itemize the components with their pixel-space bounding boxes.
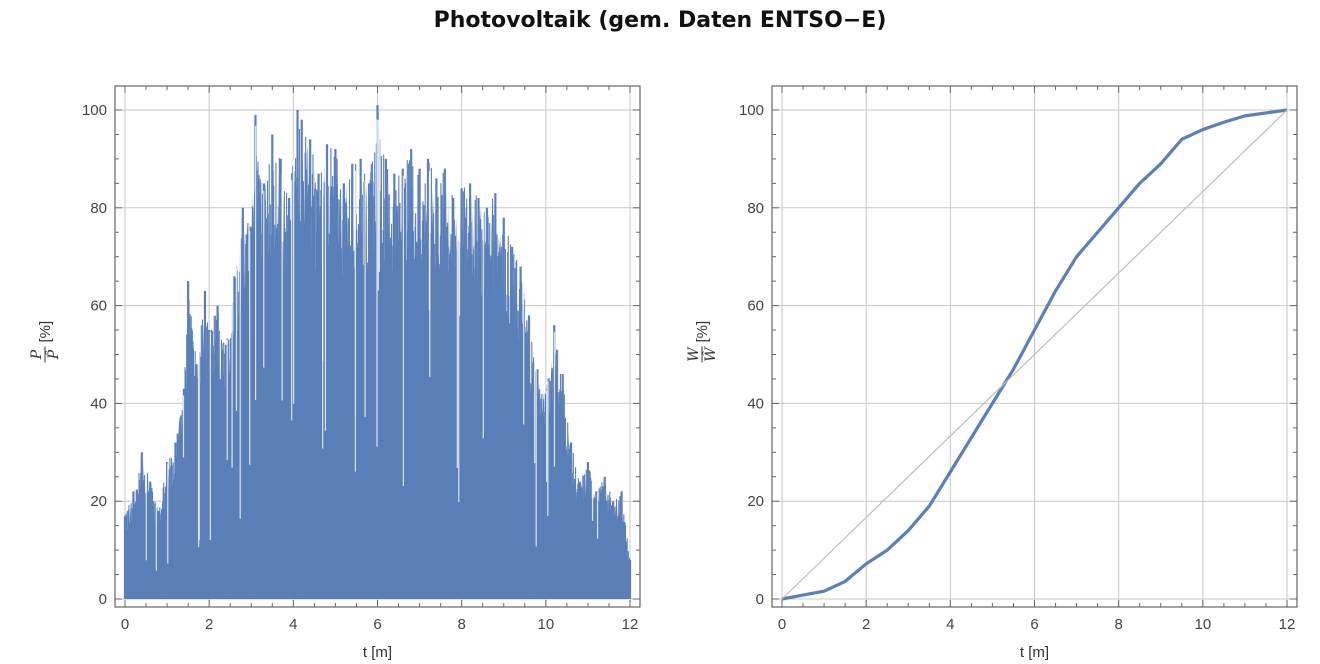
y-tick-label: 20 [90,493,107,510]
x-tick-label: 12 [622,616,639,633]
x-tick-label: 0 [121,616,129,633]
y-tick-label: 100 [739,102,764,119]
y-tick-label: 80 [747,200,764,217]
figure-title: Photovoltaik (gem. Daten ENTSO−E) [433,8,887,33]
x-axis-label: t [m] [363,644,392,661]
reference-diagonal-line [781,109,1288,600]
y-tick-label: 20 [747,493,764,510]
y-tick-label: 100 [82,102,107,119]
x-tick-label: 2 [205,616,213,633]
y-tick-label: 60 [90,298,107,315]
x-tick-label: 6 [373,616,381,633]
x-tick-label: 0 [778,616,786,633]
y-tick-label: 0 [99,591,107,608]
x-tick-label: 10 [537,616,554,633]
y-axis-label-unit: [%] [37,321,54,343]
x-tick-label: 4 [946,616,954,633]
y-axis-label-denominator: Ŵ [701,346,719,362]
x-tick-label: 8 [1114,616,1122,633]
y-axis-label-numerator: P [29,349,45,360]
x-tick-label: 6 [1030,616,1038,633]
x-axis-label: t [m] [1020,644,1049,661]
x-tick-label: 10 [1194,616,1211,633]
y-tick-label: 40 [747,395,764,412]
y-tick-label: 60 [747,298,764,315]
y-tick-label: 0 [756,591,764,608]
x-tick-label: 12 [1279,616,1296,633]
y-axis-label-numerator: W [686,346,702,362]
x-tick-label: 8 [457,616,465,633]
y-axis-label-unit: [%] [694,321,711,343]
x-tick-label: 2 [862,616,870,633]
right-chart-energy: 0 2 4 6 8 10 12 0 20 40 60 80 100 t [m] W Ŵ [%] [686,85,1298,661]
y-axis-label: P P̂ [%] [29,321,62,363]
y-axis-label-denominator: P̂ [44,349,62,360]
x-tick-label: 4 [289,616,297,633]
y-tick-label: 80 [90,200,107,217]
y-axis-label: W Ŵ [%] [686,321,719,363]
left-chart-power: 0 2 4 6 8 10 12 0 20 40 60 80 100 t [m] P P̂ [%] [29,85,641,661]
y-tick-label: 40 [90,395,107,412]
